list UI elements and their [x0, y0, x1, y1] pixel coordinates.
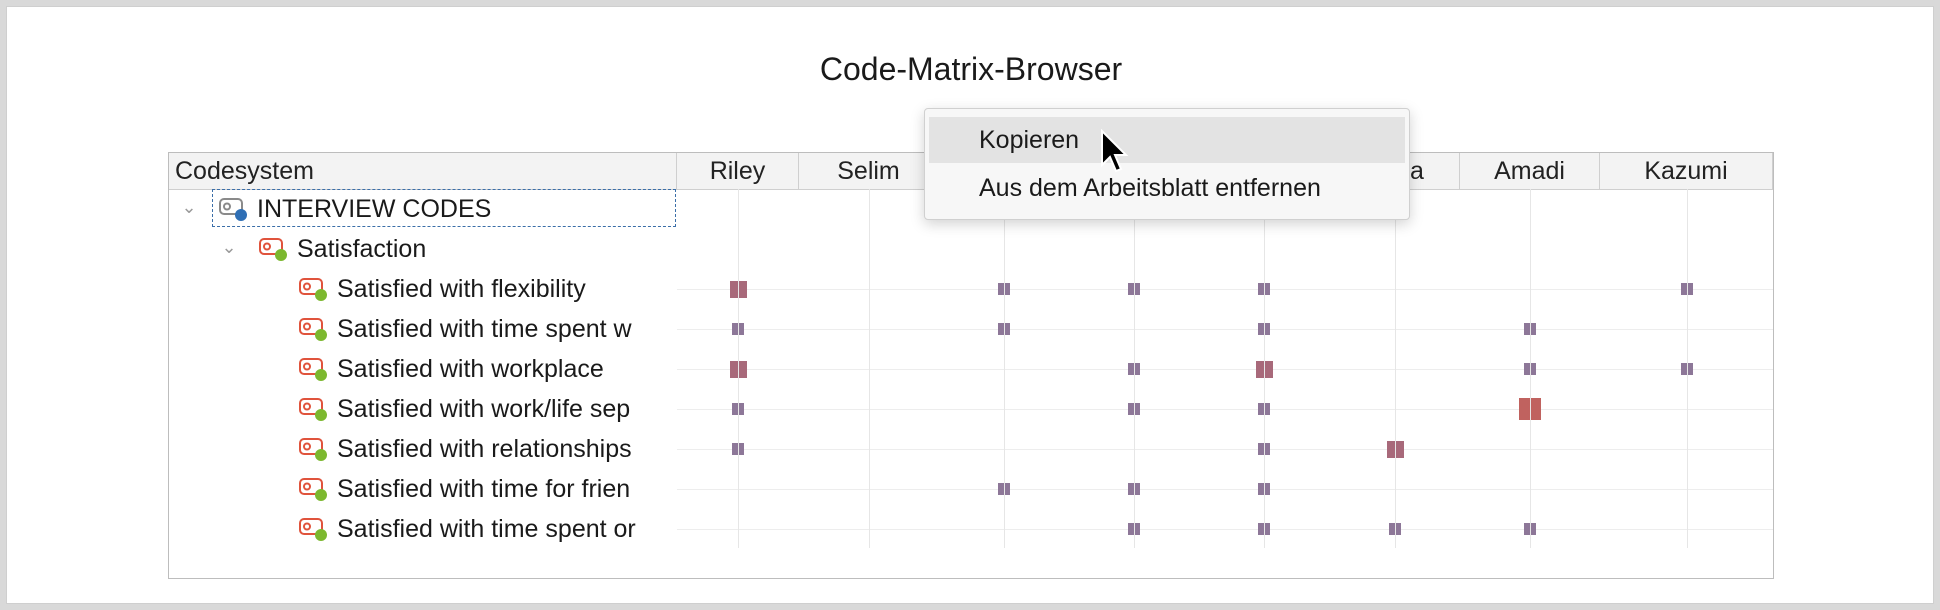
column-gridline [1687, 189, 1688, 548]
code-icon [299, 477, 331, 501]
tree-row-code[interactable]: Satisfied with time spent or [169, 509, 677, 549]
code-label: Satisfied with workplace [337, 355, 604, 383]
tree-row-code[interactable]: Satisfied with time spent w [169, 309, 677, 349]
tree-row-code[interactable]: Satisfied with flexibility [169, 269, 677, 309]
row-gridline [677, 489, 1773, 490]
code-icon [299, 437, 331, 461]
tree-row-group[interactable]: ⌄ Satisfaction [169, 229, 677, 269]
code-label: Satisfied with time spent or [337, 515, 636, 543]
code-matrix-table: Codesystem RileySelimDanaAmadiKazumi ⌄ I… [168, 152, 1774, 579]
app-frame: Code-Matrix-Browser Codesystem Riley Seli… [6, 6, 1934, 604]
column-gridline [1264, 189, 1265, 548]
group-label: Satisfaction [297, 235, 427, 263]
code-label: Satisfied with time for frien [337, 475, 631, 503]
code-label: Satisfied with relationships [337, 435, 632, 463]
column-header-selim[interactable]: Selim [799, 153, 939, 189]
row-gridline [677, 529, 1773, 530]
menu-item-remove-from-worksheet[interactable]: Aus dem Arbeitsblatt entfernen [979, 174, 1321, 202]
code-icon [299, 317, 331, 341]
column-gridline [1004, 189, 1005, 548]
column-header-codesystem[interactable]: Codesystem [169, 153, 677, 189]
tree-row-code[interactable]: Satisfied with work/life sep [169, 389, 677, 429]
tree-row-root[interactable]: ⌄ INTERVIEW CODES [169, 189, 677, 229]
mouse-pointer-icon [1101, 129, 1129, 173]
row-gridline [677, 369, 1773, 370]
code-system-icon [219, 197, 251, 221]
code-icon [259, 237, 291, 261]
chevron-down-icon[interactable]: ⌄ [181, 197, 197, 217]
code-label: Satisfied with flexibility [337, 275, 586, 303]
tree-row-code[interactable]: Satisfied with workplace [169, 349, 677, 389]
tree-row-code[interactable]: Satisfied with relationships [169, 429, 677, 469]
code-icon [299, 517, 331, 541]
column-header-amadi[interactable]: Amadi [1460, 153, 1600, 189]
window-title: Code-Matrix-Browser [819, 51, 1123, 87]
column-gridline [738, 189, 739, 548]
code-icon [299, 277, 331, 301]
menu-item-kopieren[interactable]: Kopieren [929, 117, 1405, 163]
context-menu: Kopieren Aus dem Arbeitsblatt entfernen [924, 108, 1410, 220]
row-gridline [677, 409, 1773, 410]
code-label: Satisfied with work/life sep [337, 395, 631, 423]
root-label: INTERVIEW CODES [257, 195, 492, 223]
column-gridline [869, 189, 870, 548]
column-header-kazumi[interactable]: Kazumi [1600, 153, 1773, 189]
column-gridline [1134, 189, 1135, 548]
row-gridline [677, 329, 1773, 330]
tree-row-code[interactable]: Satisfied with time for frien [169, 469, 677, 509]
row-gridline [677, 449, 1773, 450]
code-icon [299, 357, 331, 381]
code-label: Satisfied with time spent w [337, 315, 632, 343]
row-gridline [677, 289, 1773, 290]
column-gridline [1395, 189, 1396, 548]
chevron-down-icon[interactable]: ⌄ [221, 237, 237, 257]
column-header-riley[interactable]: Riley [677, 153, 799, 189]
code-icon [299, 397, 331, 421]
column-gridline [1530, 189, 1531, 548]
focus-outline [212, 189, 676, 227]
